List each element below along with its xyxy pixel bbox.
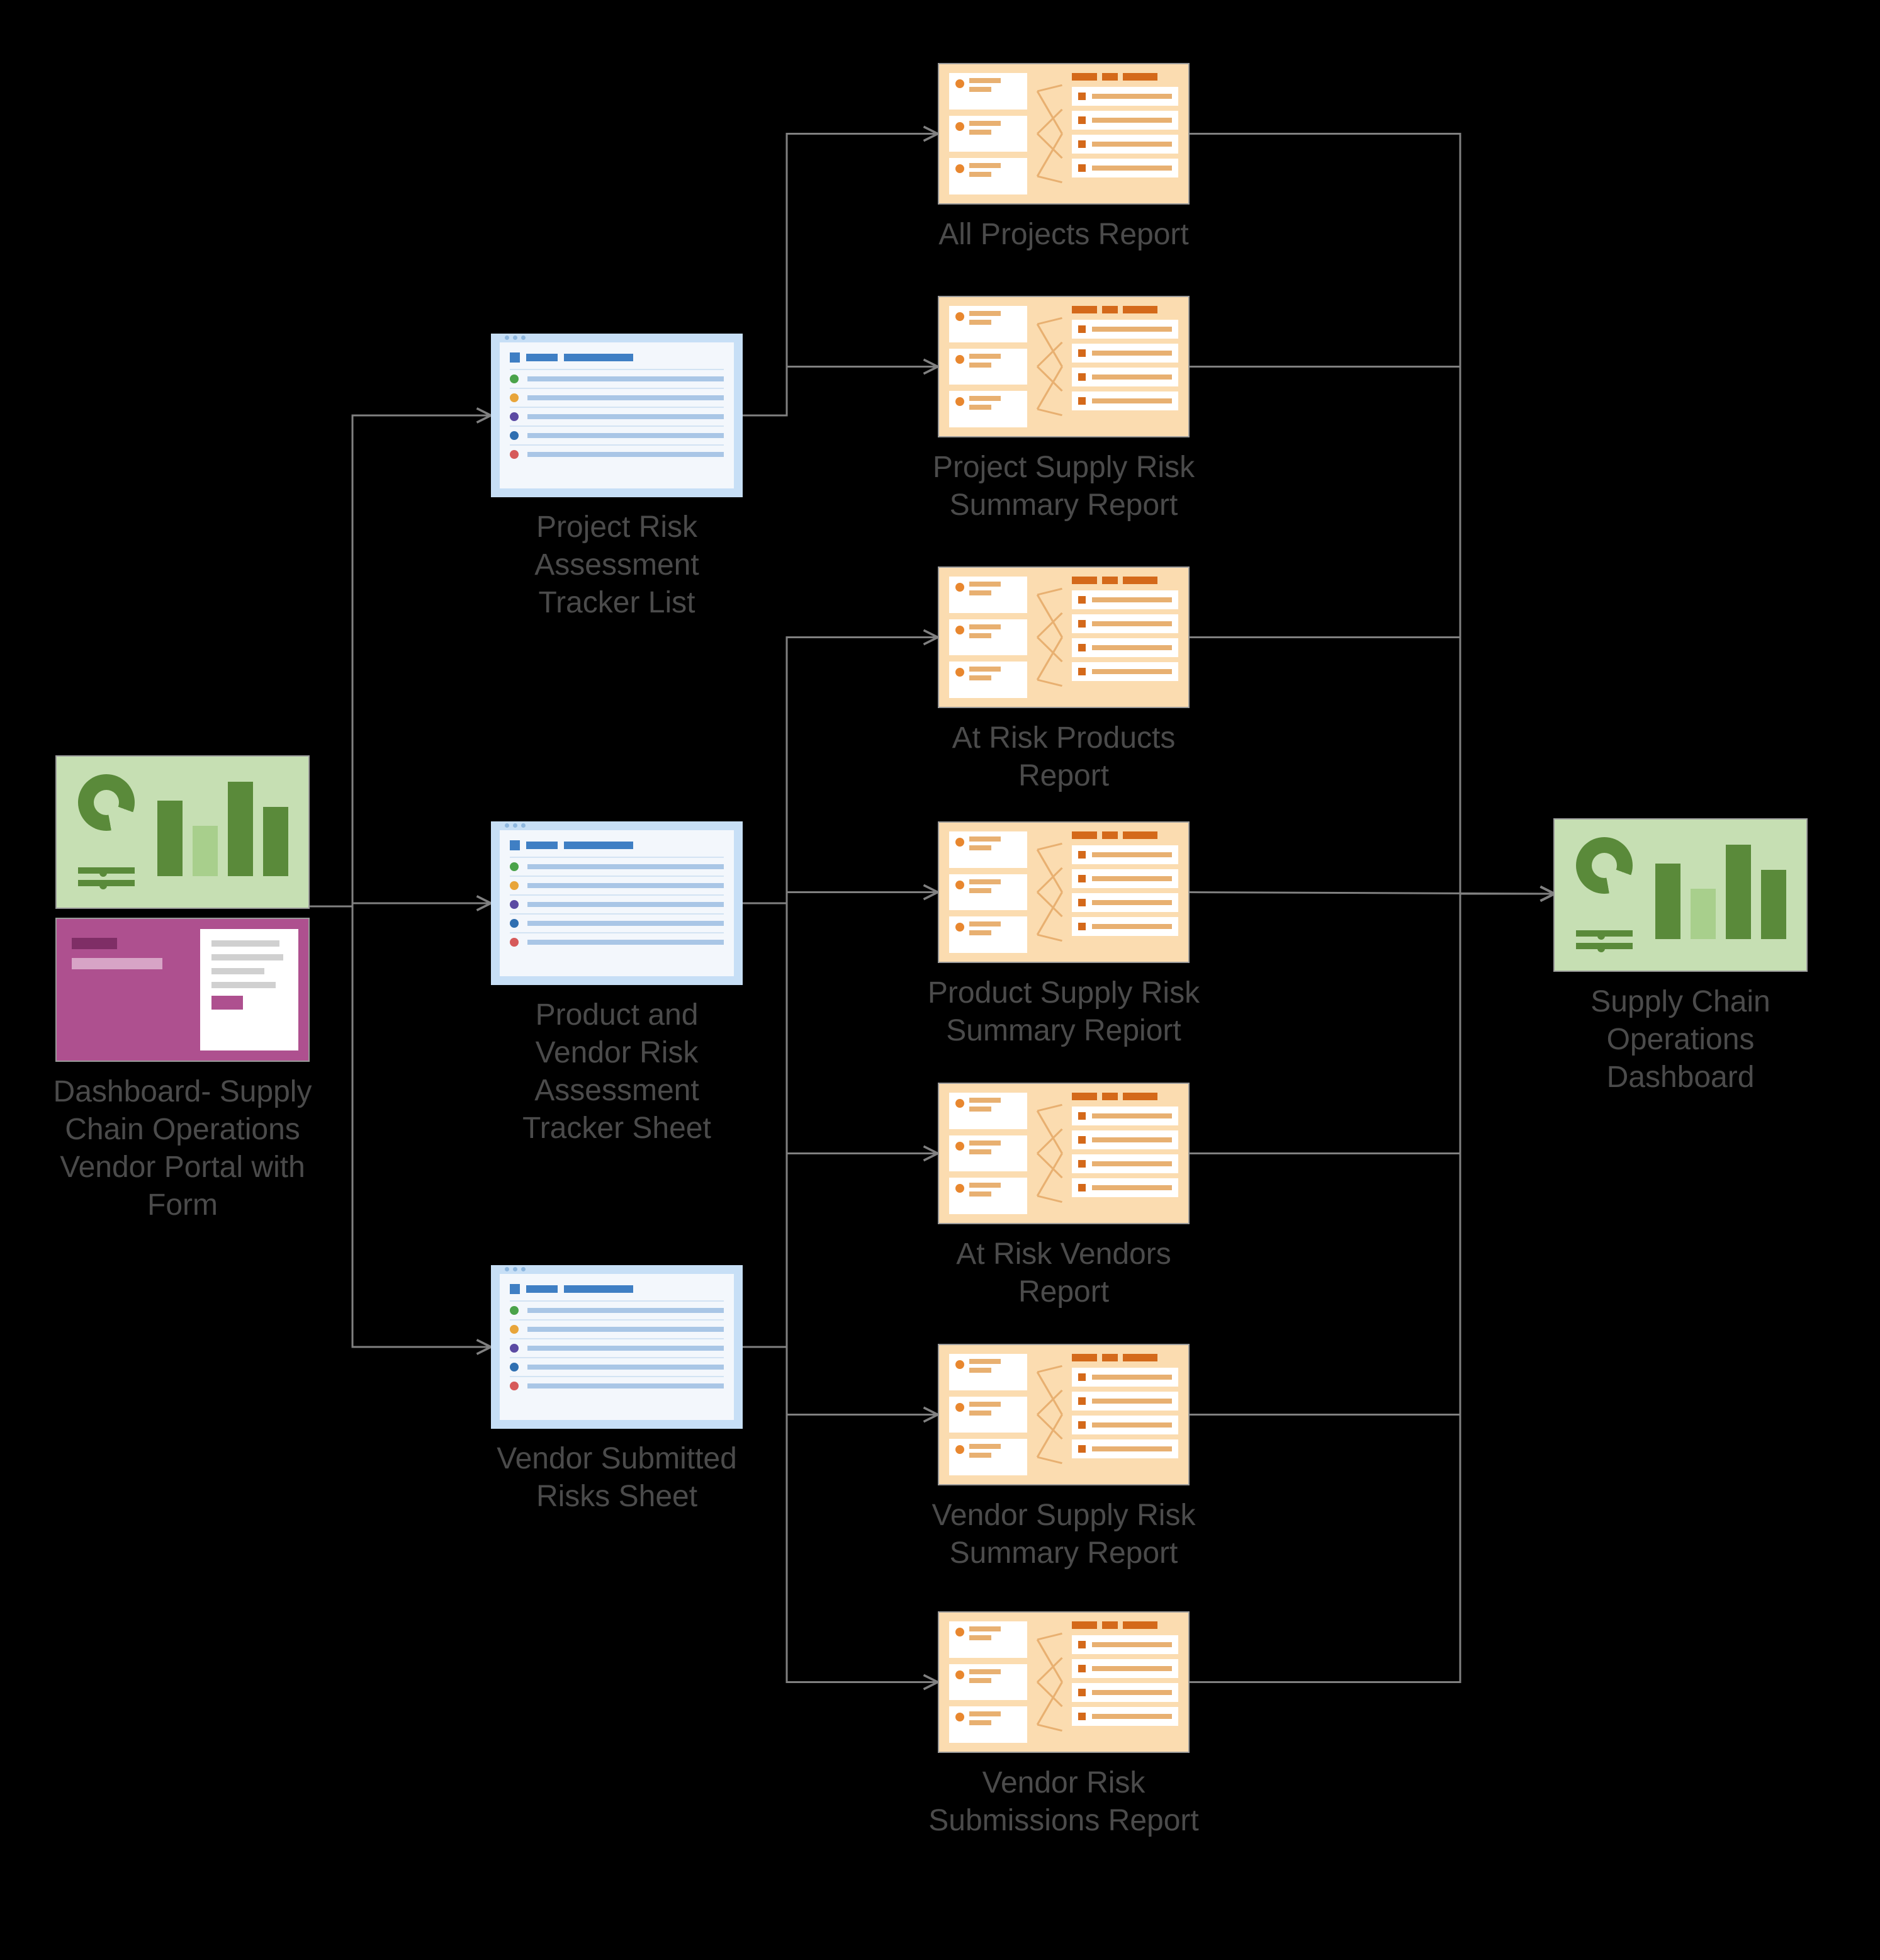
edge bbox=[1190, 894, 1555, 1415]
node-label: Product and Vendor Risk Assessment Track… bbox=[485, 996, 749, 1147]
node-label: At Risk Vendors Report bbox=[925, 1236, 1202, 1311]
node-label: Dashboard- Supply Chain Operations Vendo… bbox=[50, 1073, 315, 1224]
edge bbox=[308, 415, 491, 906]
edge bbox=[1190, 638, 1555, 894]
node-label: Vendor Submitted Risks Sheet bbox=[485, 1440, 749, 1516]
node-label: All Projects Report bbox=[925, 216, 1202, 254]
node-vendor_risks: Vendor Submitted Risks Sheet bbox=[485, 1265, 749, 1516]
node-rpt_product_summary: Product Supply Risk Summary Repiort bbox=[925, 821, 1202, 1050]
node-label: At Risk Products Report bbox=[925, 719, 1202, 795]
edge bbox=[743, 903, 938, 1415]
node-rpt_at_risk_vendors: At Risk Vendors Report bbox=[925, 1083, 1202, 1311]
edge bbox=[743, 134, 938, 416]
edge bbox=[1190, 894, 1555, 1154]
edge bbox=[743, 903, 938, 1154]
node-rpt_vendor_submissions: Vendor Risk Submissions Report bbox=[909, 1611, 1218, 1840]
node-product_tracker: Product and Vendor Risk Assessment Track… bbox=[485, 821, 749, 1147]
edge bbox=[1190, 134, 1555, 894]
node-portal: Dashboard- Supply Chain Operations Vendo… bbox=[50, 755, 315, 1224]
node-label: Vendor Supply Risk Summary Report bbox=[925, 1497, 1202, 1572]
edge bbox=[1190, 894, 1555, 1682]
node-dashboard: Supply Chain Operations Dashboard bbox=[1548, 818, 1813, 1096]
node-label: Project Risk Assessment Tracker List bbox=[485, 509, 749, 622]
node-label: Vendor Risk Submissions Report bbox=[909, 1764, 1218, 1840]
node-label: Supply Chain Operations Dashboard bbox=[1548, 983, 1813, 1096]
node-rpt_at_risk_products: At Risk Products Report bbox=[925, 566, 1202, 795]
node-label: Product Supply Risk Summary Repiort bbox=[925, 974, 1202, 1050]
edge bbox=[308, 903, 491, 906]
edge bbox=[743, 367, 938, 416]
edge bbox=[1190, 893, 1555, 894]
node-rpt_project_summary: Project Supply Risk Summary Report bbox=[925, 296, 1202, 524]
edge bbox=[743, 638, 938, 904]
edge bbox=[743, 1347, 938, 1682]
node-project_tracker: Project Risk Assessment Tracker List bbox=[485, 334, 749, 622]
edge bbox=[743, 893, 938, 904]
node-rpt_all_projects: All Projects Report bbox=[925, 63, 1202, 254]
node-rpt_vendor_summary: Vendor Supply Risk Summary Report bbox=[925, 1344, 1202, 1572]
edge bbox=[1190, 367, 1555, 894]
node-label: Project Supply Risk Summary Report bbox=[925, 449, 1202, 524]
edge bbox=[308, 906, 491, 1347]
